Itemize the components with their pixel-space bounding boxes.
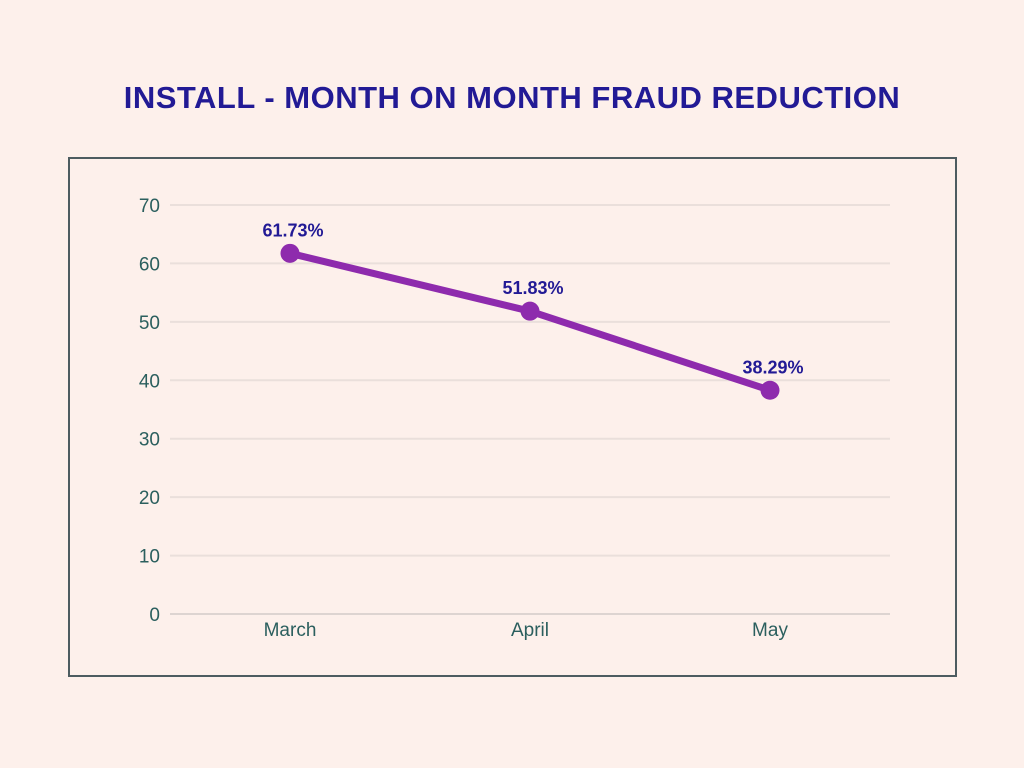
x-axis-category-label: May <box>752 620 788 641</box>
line-chart-plot-area: 0 10 20 30 40 50 60 70 March April May 61.73% 51.83%… <box>139 196 890 641</box>
x-axis-category-label: March <box>264 620 317 641</box>
data-point-marker <box>760 380 780 400</box>
y-axis-tick-label: 40 <box>139 371 160 392</box>
chart-frame: 0 10 20 30 40 50 60 70 March April May 61.73% 51.83%… <box>68 157 957 677</box>
y-axis-tick-label: 30 <box>139 430 160 451</box>
x-axis-category-label: April <box>511 620 549 641</box>
data-point-label: 61.73% <box>262 220 323 240</box>
y-axis-tick-label: 60 <box>139 254 160 275</box>
data-point-label: 51.83% <box>502 278 563 298</box>
data-point-label: 38.29% <box>742 357 803 377</box>
y-axis-tick-label: 70 <box>139 196 160 217</box>
chart-title: INSTALL - MONTH ON MONTH FRAUD REDUCTION <box>123 80 901 115</box>
data-point-marker <box>520 301 540 321</box>
data-point-marker <box>280 243 300 263</box>
y-axis-tick-label: 0 <box>149 605 160 626</box>
y-axis-tick-label: 10 <box>139 547 160 568</box>
y-axis-tick-label: 20 <box>139 488 160 509</box>
y-axis-tick-label: 50 <box>139 313 160 334</box>
